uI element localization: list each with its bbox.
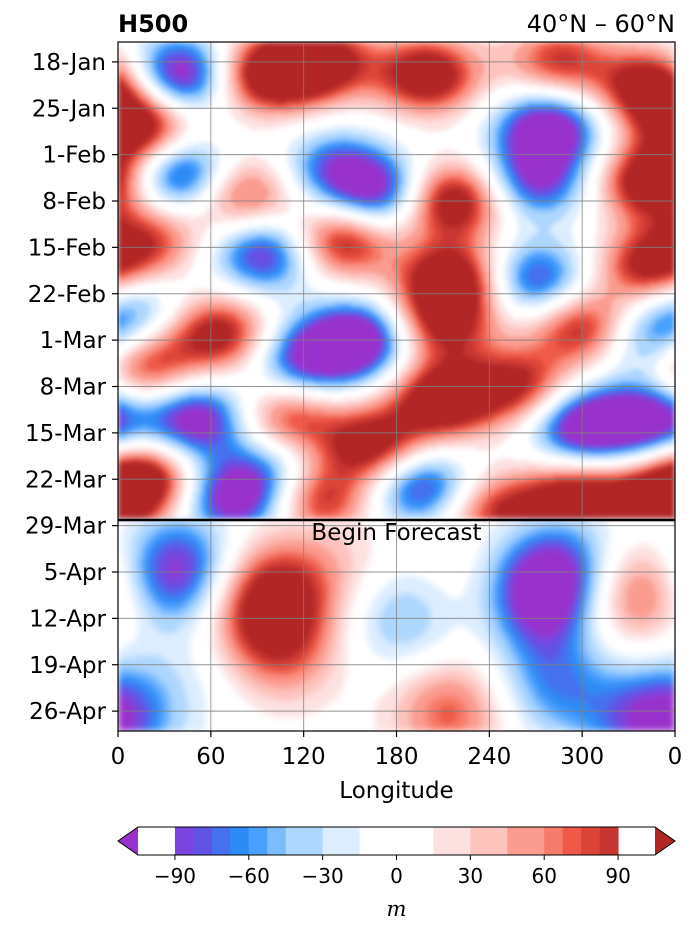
x-axis-label: Longitude xyxy=(339,778,453,804)
y-tick-label: 5-Apr xyxy=(44,560,107,586)
colorbar-extend-low xyxy=(118,827,138,855)
colorbar-segment xyxy=(507,827,545,855)
y-tick-label: 26-Apr xyxy=(29,699,106,725)
x-tick-label: 0 xyxy=(668,744,683,770)
y-tick-label: 29-Mar xyxy=(25,514,107,540)
colorbar-unit-label: m xyxy=(387,897,407,921)
colorbar-segment xyxy=(359,827,397,855)
x-tick-label: 300 xyxy=(560,744,604,770)
y-tick-label: 8-Feb xyxy=(42,189,106,215)
colorbar-segment xyxy=(562,827,582,855)
colorbar-segment xyxy=(581,827,601,855)
colorbar-segment xyxy=(470,827,508,855)
begin-forecast-label: Begin Forecast xyxy=(311,520,481,546)
colorbar-segment xyxy=(248,827,268,855)
x-tick-label: 0 xyxy=(111,744,126,770)
y-tick-label: 18-Jan xyxy=(32,50,106,76)
x-tick-label: 180 xyxy=(375,744,419,770)
colorbar-segment xyxy=(193,827,213,855)
colorbar-segment xyxy=(267,827,287,855)
chart-subtitle: 40°N – 60°N xyxy=(527,10,675,38)
colorbar-segment xyxy=(433,827,471,855)
colorbar-segment xyxy=(599,827,619,855)
colorbar-outline xyxy=(117,826,676,856)
colorbar: −90 −60 −30 0 30 60 90 xyxy=(117,826,676,888)
colorbar-extend-high xyxy=(655,827,675,855)
colorbar-segment xyxy=(544,827,564,855)
colorbar-segment xyxy=(396,827,434,855)
colorbar-segment xyxy=(211,827,231,855)
plot-area: Begin Forecast xyxy=(117,41,676,732)
colorbar-tick-label: −60 xyxy=(228,864,270,888)
colorbar-tick-label: 0 xyxy=(390,864,403,888)
y-tick-label: 1-Feb xyxy=(42,143,106,169)
colorbar-tick-label: 30 xyxy=(458,864,483,888)
colorbar-tick-label: −90 xyxy=(154,864,196,888)
y-tick-label: 8-Mar xyxy=(40,375,107,401)
colorbar-segment xyxy=(230,827,250,855)
colorbar-segment xyxy=(285,827,324,855)
colorbar-tick-label: −30 xyxy=(302,864,344,888)
y-axis: 18-Jan 25-Jan 1-Feb 8-Feb 15-Feb 22-Feb 1-Mar 8… xyxy=(25,50,118,725)
chart-title: H500 xyxy=(118,10,188,38)
x-tick-label: 240 xyxy=(467,744,511,770)
y-tick-label: 15-Mar xyxy=(25,421,107,447)
y-tick-label: 22-Feb xyxy=(28,282,106,308)
y-tick-label: 19-Apr xyxy=(29,653,106,679)
x-tick-label: 60 xyxy=(196,744,225,770)
x-axis: 0 60 120 180 240 300 0 xyxy=(111,731,683,770)
y-tick-label: 22-Mar xyxy=(25,467,107,493)
colorbar-segment xyxy=(322,827,361,855)
colorbar-tick-label: 90 xyxy=(605,864,630,888)
y-tick-label: 1-Mar xyxy=(40,328,107,354)
colorbar-tick-label: 60 xyxy=(531,864,556,888)
y-tick-label: 12-Apr xyxy=(29,606,106,632)
y-tick-label: 25-Jan xyxy=(32,96,106,122)
colorbar-segment xyxy=(174,827,194,855)
grid-lines xyxy=(117,42,676,731)
x-tick-label: 120 xyxy=(282,744,326,770)
y-tick-label: 15-Feb xyxy=(28,235,106,261)
